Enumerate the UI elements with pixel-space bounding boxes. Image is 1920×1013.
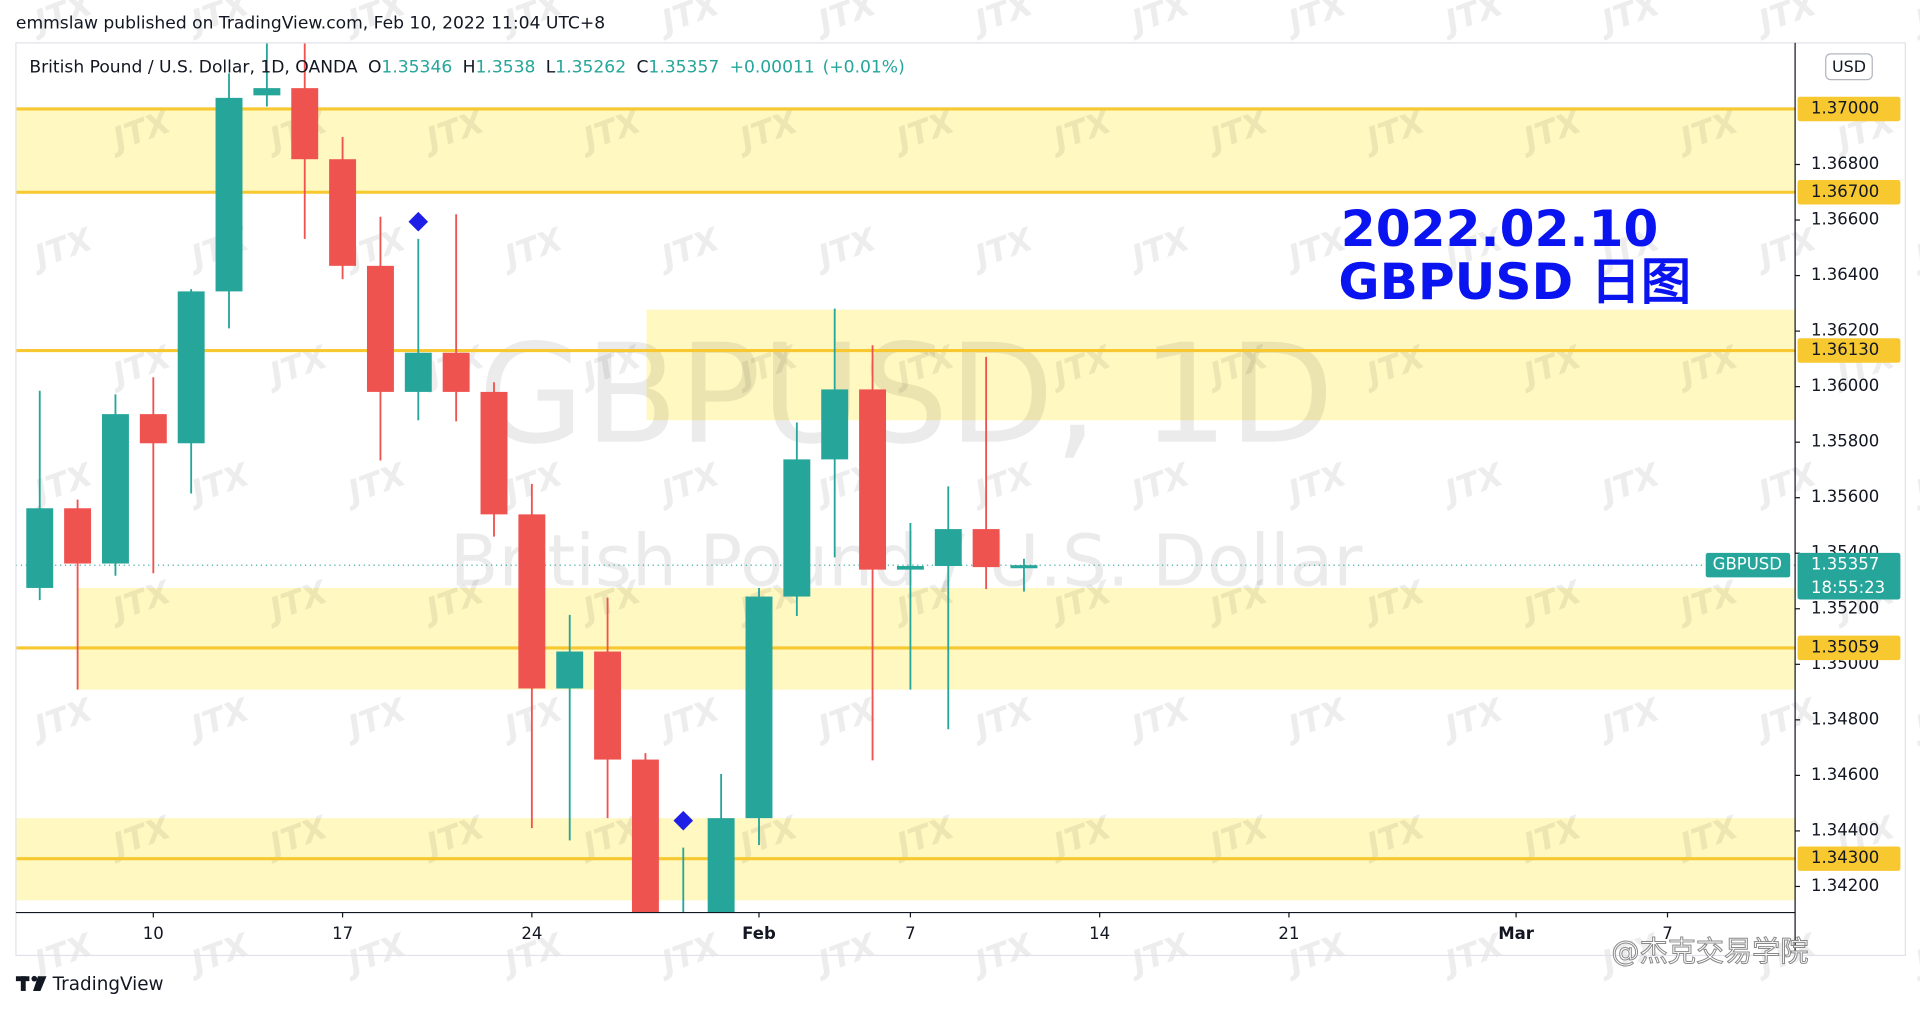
signal-marker	[408, 211, 429, 232]
signal-marker	[673, 810, 694, 831]
candle-body	[896, 566, 924, 570]
frame	[15, 42, 1906, 957]
chart-title: British Pound / U.S. Dollar, 1D, OANDA	[29, 57, 358, 77]
candle-body	[972, 529, 1000, 568]
change-pct: (+0.01%)	[823, 57, 905, 77]
candle-body	[329, 159, 357, 266]
y-tick-label: 1.36800	[1811, 154, 1879, 173]
candle-body	[518, 514, 546, 689]
level-tag	[1797, 846, 1901, 871]
candle-body	[101, 414, 129, 564]
candle-body	[64, 508, 92, 564]
y-tick-label: 1.35800	[1811, 432, 1879, 451]
y-tick-label: 1.36200	[1811, 321, 1879, 340]
annotation-title: GBPUSD 日图	[1338, 252, 1691, 311]
level-tag	[1797, 96, 1901, 122]
x-tick-label: 7	[905, 924, 916, 943]
x-tick-label: 21	[1278, 924, 1299, 943]
zone	[78, 587, 1796, 690]
candle-body	[821, 389, 849, 460]
candle-body	[442, 352, 470, 392]
currency: USD	[1832, 57, 1866, 76]
level-tag	[1797, 635, 1901, 661]
candle-body	[934, 529, 962, 567]
x-tick-label: 17	[332, 924, 353, 943]
y-tick-label: 1.36000	[1811, 376, 1879, 395]
y-tick-label: 1.34600	[1811, 765, 1879, 784]
symbol-watermark: GBPUSD, 1D	[478, 316, 1334, 475]
brand: TradingView	[52, 974, 164, 995]
currency-box	[1825, 53, 1873, 81]
h-label: H	[463, 57, 476, 77]
y-tick-label: 1.36400	[1811, 265, 1879, 284]
y-tick-label: 1.34400	[1811, 820, 1879, 839]
countdown: 18:55:23	[1811, 578, 1885, 597]
y-tick-label: 1.35200	[1811, 598, 1879, 617]
candle-body	[215, 97, 243, 292]
candle-body	[177, 291, 205, 444]
c-value: 1.35357	[648, 57, 719, 77]
x-tick-label: 10	[143, 924, 164, 943]
level-label: 1.36130	[1811, 340, 1879, 359]
x-tick-label: 7	[1662, 924, 1673, 943]
x-tick-label: 14	[1089, 924, 1110, 943]
candle-body	[707, 818, 735, 913]
candle-body	[783, 459, 811, 597]
candle-body	[366, 265, 394, 392]
candle-body	[253, 88, 281, 96]
plot	[15, 42, 1796, 913]
candle-body	[745, 596, 773, 819]
candle-body	[291, 88, 319, 160]
candle-body	[1010, 565, 1038, 569]
candle-body	[859, 389, 887, 570]
annotation-date: 2022.02.10	[1341, 199, 1659, 258]
y-tick-label: 1.34200	[1811, 876, 1879, 895]
candle-body	[556, 651, 584, 689]
level-label: 1.35059	[1811, 637, 1879, 656]
symbol-tag	[1705, 552, 1791, 578]
price-tag	[1797, 552, 1901, 600]
candle-body	[26, 508, 54, 588]
c-label: C	[636, 57, 648, 77]
symbol-label: GBPUSD	[1713, 555, 1782, 574]
l-label: L	[546, 57, 556, 77]
price-label: 1.35357	[1811, 555, 1879, 574]
candle-body	[594, 651, 622, 760]
legend-ohlc: British Pound / U.S. Dollar, 1D, OANDA O…	[29, 57, 904, 77]
level-tag	[1797, 180, 1901, 205]
change: +0.00011	[730, 57, 815, 77]
l-value: 1.35262	[555, 57, 626, 77]
axes: 1.342001.344001.346001.348001.350001.352…	[143, 96, 1901, 943]
o-value: 1.35346	[381, 57, 452, 77]
candle-body	[631, 759, 659, 913]
level-label: 1.37000	[1811, 98, 1879, 117]
level-label: 1.36700	[1811, 182, 1879, 201]
candle-body	[480, 391, 508, 515]
x-tick-label: Feb	[742, 924, 776, 943]
level-tag	[1797, 338, 1901, 363]
o-label: O	[368, 57, 381, 77]
h-value: 1.3538	[475, 57, 535, 77]
y-tick-label: 1.35600	[1811, 487, 1879, 506]
x-tick-label: Mar	[1498, 924, 1535, 943]
candle-body	[139, 414, 167, 444]
x-tick-label: 24	[521, 924, 542, 943]
name-watermark: British Pound / U.S. Dollar	[450, 519, 1363, 602]
y-tick-label: 1.34800	[1811, 709, 1879, 728]
published-line: emmslaw published on TradingView.com, Fe…	[16, 13, 605, 33]
tv-logo	[15, 975, 47, 991]
credit: @杰克交易学院	[1611, 935, 1808, 968]
level-label: 1.34300	[1811, 848, 1879, 867]
y-tick-label: 1.36600	[1811, 210, 1879, 229]
candle-body	[404, 352, 432, 392]
